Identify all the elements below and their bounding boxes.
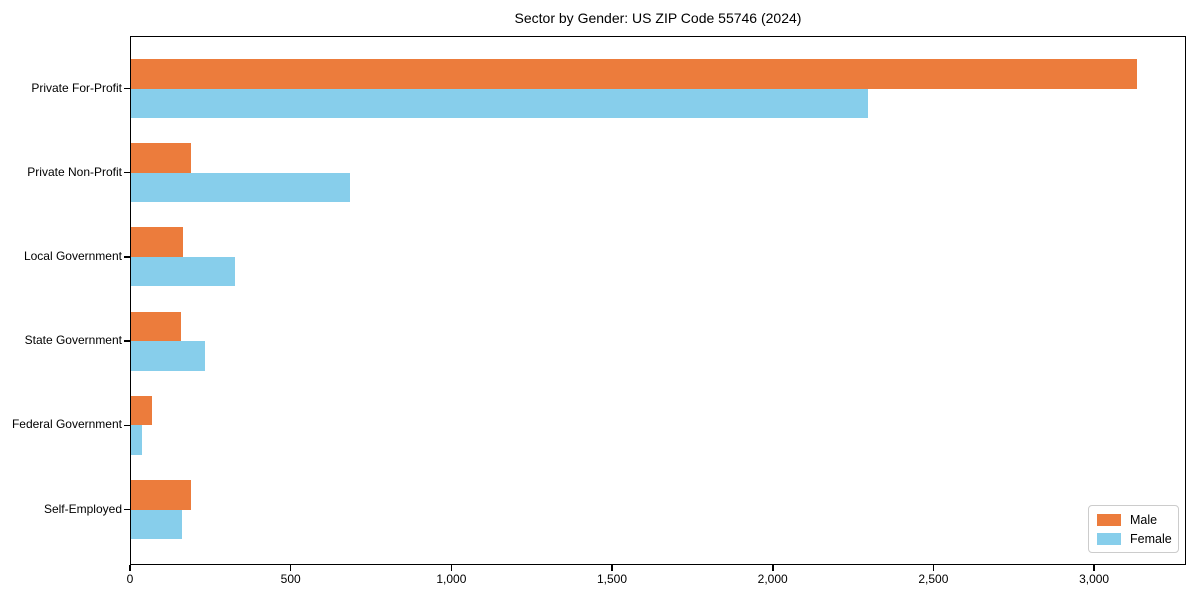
bar-female-self-employed bbox=[131, 509, 183, 539]
bar-male-local-government bbox=[131, 227, 184, 257]
legend-label: Male bbox=[1130, 512, 1158, 527]
y-tick-mark bbox=[123, 256, 130, 258]
legend: Male Female bbox=[1088, 505, 1179, 553]
x-tick-mark bbox=[932, 565, 935, 571]
legend-swatch bbox=[1097, 513, 1121, 526]
y-tick-label-federal-government: Federal Government bbox=[11, 417, 122, 432]
legend-swatch bbox=[1097, 532, 1121, 545]
legend-item-female: Female bbox=[1097, 531, 1172, 546]
x-tick-mark bbox=[450, 565, 453, 571]
y-tick-label-self-employed: Self-Employed bbox=[43, 501, 122, 516]
x-tick-label-1000: 1,000 bbox=[436, 572, 467, 586]
legend-label: Female bbox=[1130, 531, 1172, 546]
legend-item-male: Male bbox=[1097, 513, 1170, 527]
x-tick-label-1500: 1,500 bbox=[596, 572, 628, 586]
plot-area bbox=[123, 36, 1186, 565]
y-tick-label-local-government: Local Government bbox=[23, 248, 122, 263]
y-tick-mark bbox=[123, 87, 130, 90]
y-tick-label-state-government: State Government bbox=[24, 333, 122, 348]
bar-female-private-non-profit bbox=[131, 172, 351, 203]
bar-male-private-non-profit bbox=[131, 143, 191, 173]
chart-title: Sector by Gender: US ZIP Code 55746 (202… bbox=[514, 10, 802, 26]
y-tick-label-private-for-profit: Private For-Profit bbox=[31, 80, 122, 95]
bar-male-state-government bbox=[131, 311, 182, 342]
x-tick-mark bbox=[611, 565, 613, 571]
y-tick-mark bbox=[123, 424, 130, 427]
bar-female-state-government bbox=[131, 341, 206, 371]
bar-male-self-employed bbox=[131, 480, 191, 510]
x-tick-label-500: 500 bbox=[280, 572, 301, 586]
x-tick-mark bbox=[289, 565, 292, 571]
x-tick-mark bbox=[1093, 565, 1095, 571]
bar-female-federal-government bbox=[131, 425, 142, 455]
y-tick-mark bbox=[123, 171, 130, 174]
x-tick-mark bbox=[772, 565, 774, 571]
y-tick-mark bbox=[123, 508, 130, 511]
bar-female-private-for-profit bbox=[131, 88, 868, 118]
x-tick-mark bbox=[129, 565, 131, 571]
x-tick-label-2500: 2,500 bbox=[918, 572, 949, 586]
bar-male-federal-government bbox=[131, 395, 152, 426]
x-tick-label-0: 0 bbox=[126, 572, 134, 586]
x-tick-label-3000: 3,000 bbox=[1079, 572, 1110, 586]
bar-male-private-for-profit bbox=[131, 59, 1137, 89]
x-tick-label-2000: 2,000 bbox=[757, 572, 788, 586]
bar-female-local-government bbox=[131, 256, 236, 287]
y-tick-label-private-non-profit: Private Non-Profit bbox=[27, 164, 122, 179]
y-tick-mark bbox=[123, 340, 130, 342]
